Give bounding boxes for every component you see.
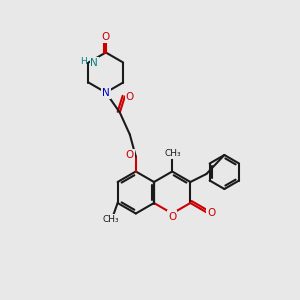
- Text: N: N: [91, 58, 98, 68]
- Text: O: O: [168, 212, 176, 221]
- Text: N: N: [102, 88, 110, 98]
- Text: O: O: [102, 32, 110, 41]
- Text: O: O: [126, 92, 134, 101]
- Text: CH₃: CH₃: [102, 214, 119, 224]
- Text: O: O: [208, 208, 216, 218]
- Text: H: H: [80, 57, 86, 66]
- Text: O: O: [126, 151, 134, 160]
- Text: CH₃: CH₃: [165, 149, 181, 158]
